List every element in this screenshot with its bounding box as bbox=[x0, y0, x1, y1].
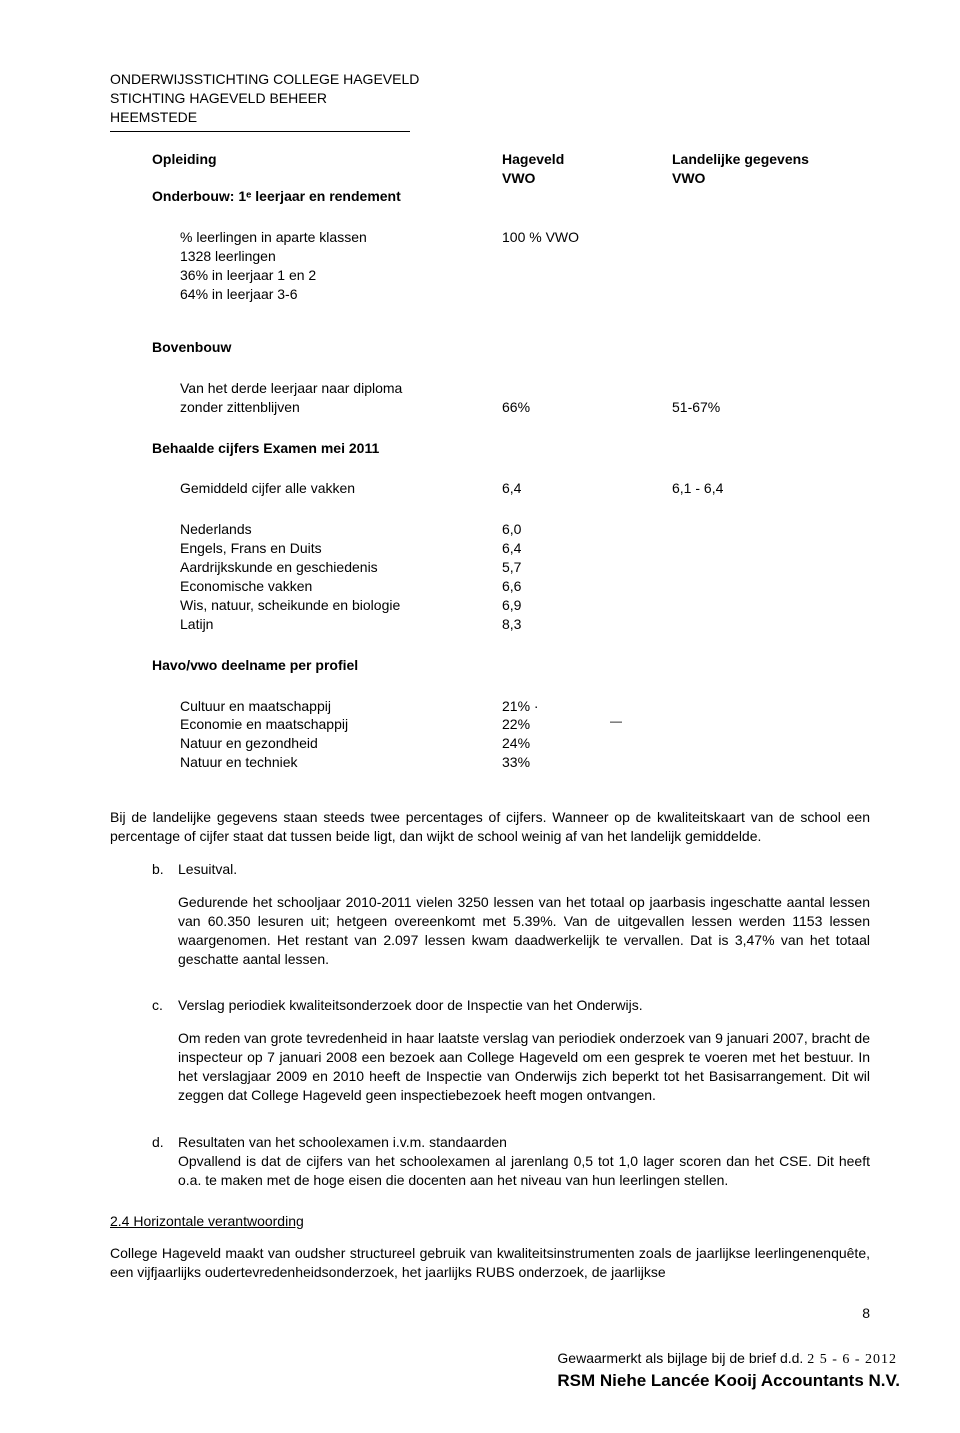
item-d-body: Opvallend is dat de cijfers van het scho… bbox=[178, 1152, 870, 1190]
section-2-4-heading: 2.4 Horizontale verantwoording bbox=[110, 1212, 870, 1231]
opleiding-block: Opleiding Hageveld Landelijke gegevens V… bbox=[152, 150, 870, 304]
letterhead: ONDERWIJSSTICHTING COLLEGE HAGEVELD STIC… bbox=[110, 70, 870, 132]
examen-row-avg-v: 6,4 bbox=[502, 479, 672, 498]
subject-wnb-v: 6,9 bbox=[502, 596, 672, 615]
subject-nl-v: 6,0 bbox=[502, 520, 672, 539]
item-d-title: Resultaten van het schoolexamen i.v.m. s… bbox=[178, 1133, 870, 1152]
item-b-title: Lesuitval. bbox=[178, 860, 870, 879]
bovenbouw-row-2-v: 66% bbox=[502, 398, 672, 417]
profiel-heading: Havo/vwo deelname per profiel bbox=[152, 656, 870, 675]
profiel-nt-v: 33% bbox=[502, 753, 672, 772]
col-header-hageveld: Hageveld bbox=[502, 150, 672, 169]
item-d-marker: d. bbox=[152, 1133, 178, 1190]
onderbouw-row-pct-value: 100 % VWO bbox=[502, 228, 672, 247]
bovenbouw-block: Van het derde leerjaar naar diploma zond… bbox=[152, 379, 870, 772]
subject-latijn-v: 8,3 bbox=[502, 615, 672, 634]
subject-latijn: Latijn bbox=[180, 615, 502, 634]
item-b-body: Gedurende het schooljaar 2010-2011 viele… bbox=[178, 893, 870, 969]
section-2-4-body: College Hageveld maakt van oudsher struc… bbox=[110, 1244, 870, 1282]
letterhead-line-2: STICHTING HAGEVELD BEHEER bbox=[110, 89, 870, 108]
profiel-nt: Natuur en techniek bbox=[180, 753, 502, 772]
letterhead-line-3: HEEMSTEDE bbox=[110, 108, 870, 127]
certification-footer: Gewaarmerkt als bijlage bij de brief d.d… bbox=[557, 1349, 900, 1393]
examen-row-avg-w: 6,1 - 6,4 bbox=[672, 479, 870, 498]
onderbouw-row-y36: 64% in leerjaar 3-6 bbox=[180, 285, 298, 304]
onderbouw-row-y12: 36% in leerjaar 1 en 2 bbox=[180, 266, 316, 285]
item-c-body: Om reden van grote tevredenheid in haar … bbox=[178, 1029, 870, 1105]
profiel-em: Economie en maatschappij bbox=[180, 715, 502, 734]
letterhead-line-1: ONDERWIJSSTICHTING COLLEGE HAGEVELD bbox=[110, 70, 870, 89]
col-sub-hageveld: VWO bbox=[502, 169, 672, 188]
document-page: ONDERWIJSSTICHTING COLLEGE HAGEVELD STIC… bbox=[0, 0, 960, 1433]
bovenbouw-heading: Bovenbouw bbox=[152, 338, 870, 357]
page-number: 8 bbox=[862, 1304, 870, 1323]
examen-row-avg: Gemiddeld cijfer alle vakken bbox=[180, 479, 502, 498]
col-header-opleiding: Opleiding bbox=[152, 150, 502, 169]
footer-line-1-date: 2 5 - 6 - 2012 bbox=[807, 1352, 897, 1367]
item-c-marker: c. bbox=[152, 996, 178, 1118]
subject-eco: Economische vakken bbox=[180, 577, 502, 596]
item-c: c. Verslag periodiek kwaliteitsonderzoek… bbox=[152, 996, 870, 1118]
footer-line-2: RSM Niehe Lancée Kooij Accountants N.V. bbox=[557, 1370, 900, 1393]
bovenbouw-row-1: Van het derde leerjaar naar diploma bbox=[180, 379, 402, 398]
subject-nl: Nederlands bbox=[180, 520, 502, 539]
subject-langs: Engels, Frans en Duits bbox=[180, 539, 502, 558]
subject-ak-v: 5,7 bbox=[502, 558, 672, 577]
subject-wnb: Wis, natuur, scheikunde en biologie bbox=[180, 596, 502, 615]
para-landelijk: Bij de landelijke gegevens staan steeds … bbox=[110, 808, 870, 846]
item-d: d. Resultaten van het schoolexamen i.v.m… bbox=[152, 1133, 870, 1190]
bovenbouw-row-2-w: 51-67% bbox=[672, 398, 870, 417]
item-b: b. Lesuitval. Gedurende het schooljaar 2… bbox=[152, 860, 870, 982]
col-sub-landelijk: VWO bbox=[672, 169, 870, 188]
bovenbouw-row-2: zonder zittenblijven bbox=[180, 398, 502, 417]
footer-line-1a: Gewaarmerkt als bijlage bij de brief d.d… bbox=[557, 1350, 807, 1366]
subject-eco-v: 6,6 bbox=[502, 577, 672, 596]
subject-langs-v: 6,4 bbox=[502, 539, 672, 558]
examen-heading: Behaalde cijfers Examen mei 2011 bbox=[152, 439, 870, 458]
profiel-cm: Cultuur en maatschappij bbox=[180, 697, 502, 716]
col-header-landelijk: Landelijke gegevens bbox=[672, 150, 870, 169]
item-c-title: Verslag periodiek kwaliteitsonderzoek do… bbox=[178, 996, 870, 1015]
profiel-ng: Natuur en gezondheid bbox=[180, 734, 502, 753]
onderbouw-row-n: 1328 leerlingen bbox=[180, 247, 276, 266]
profiel-em-v: 22% bbox=[502, 715, 672, 734]
profiel-ng-v: 24% bbox=[502, 734, 672, 753]
profiel-cm-v: 21% · bbox=[502, 697, 672, 716]
letterhead-rule bbox=[110, 131, 410, 132]
subject-ak: Aardrijkskunde en geschiedenis bbox=[180, 558, 502, 577]
onderbouw-heading: Onderbouw: 1ᵉ leerjaar en rendement bbox=[152, 187, 502, 206]
onderbouw-row-pct: % leerlingen in aparte klassen bbox=[180, 228, 502, 247]
item-b-marker: b. bbox=[152, 860, 178, 982]
